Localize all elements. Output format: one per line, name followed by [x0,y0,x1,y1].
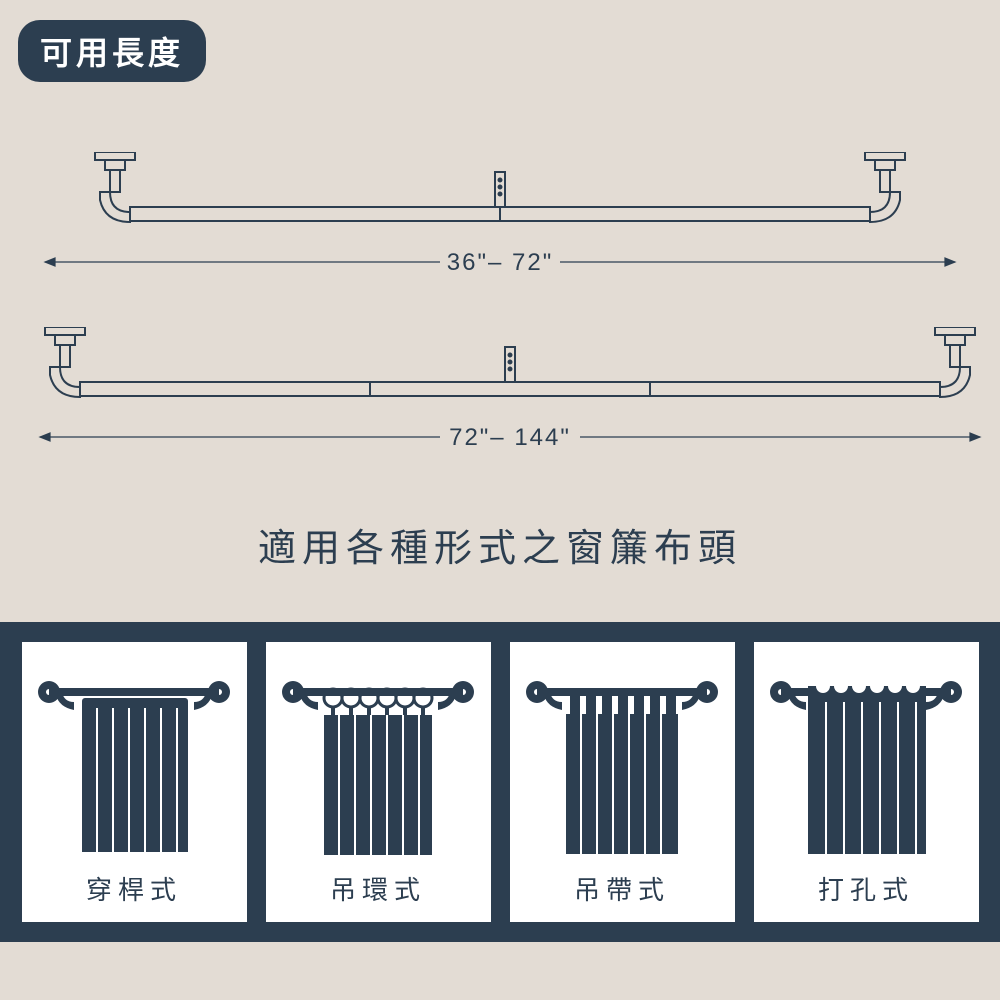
subtitle: 適用各種形式之窗簾布頭 [0,492,1000,592]
curtain-rod-pocket-icon [34,662,234,862]
rod-long-svg: 72"– 144" [30,327,990,477]
style-card-grommet: 打孔式 [754,642,979,922]
style-caption: 吊環式 [330,862,426,907]
rod-diagram-short: 36"– 72" [30,152,970,307]
curtain-ring-icon [278,662,478,862]
style-caption: 吊帶式 [574,862,670,907]
style-caption: 穿桿式 [86,862,182,907]
length-section: 可用長度 [0,0,1000,622]
rod-diagrams: 36"– 72" [0,152,1000,482]
style-card-tab-top: 吊帶式 [510,642,735,922]
rod-diagram-long: 72"– 144" [30,327,970,482]
style-card-rod-pocket: 穿桿式 [22,642,247,922]
rod-short-svg: 36"– 72" [30,152,970,302]
curtain-tab-top-icon [522,662,722,862]
badge-available-length: 可用長度 [18,20,206,82]
rod-long-label: 72"– 144" [449,424,571,451]
style-card-ring: 吊環式 [266,642,491,922]
style-caption: 打孔式 [818,862,914,907]
rod-short-label: 36"– 72" [447,249,553,276]
badge-label: 可用長度 [40,35,184,71]
curtain-grommet-icon [766,662,966,862]
curtain-styles-row: 穿桿式 [0,622,1000,942]
